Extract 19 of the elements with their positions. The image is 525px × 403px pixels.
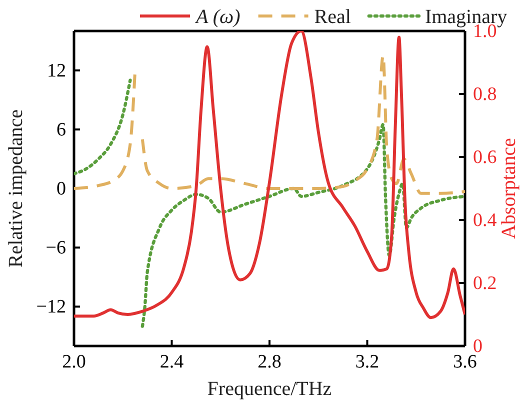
x-axis-title: Frequence/THz (207, 378, 332, 400)
x-tick-label: 3.6 (453, 351, 477, 372)
legend-label: Real (314, 6, 352, 28)
y-tick-label: 12 (47, 60, 66, 82)
y2-tick-label: 0.8 (473, 84, 497, 106)
y-axis-title: Relative impedance (5, 109, 27, 268)
y-tick-label: 6 (56, 120, 66, 141)
x-tick-label: 2.0 (62, 351, 86, 372)
y2-tick-label: 0.6 (473, 147, 497, 168)
y2-axis-title: Absorptance (498, 138, 520, 240)
y2-tick-label: 0.4 (473, 210, 498, 232)
y-tick-label: −6 (46, 238, 66, 259)
x-tick-label: 3.2 (355, 351, 380, 372)
y-tick-label: 0 (56, 178, 66, 200)
x-tick-label: 2.4 (160, 351, 184, 372)
y-tick-label: −12 (36, 296, 66, 318)
legend-label: A (ω) (194, 6, 241, 28)
y2-tick-label: 0.2 (473, 273, 497, 294)
x-tick-label: 2.8 (258, 351, 282, 372)
